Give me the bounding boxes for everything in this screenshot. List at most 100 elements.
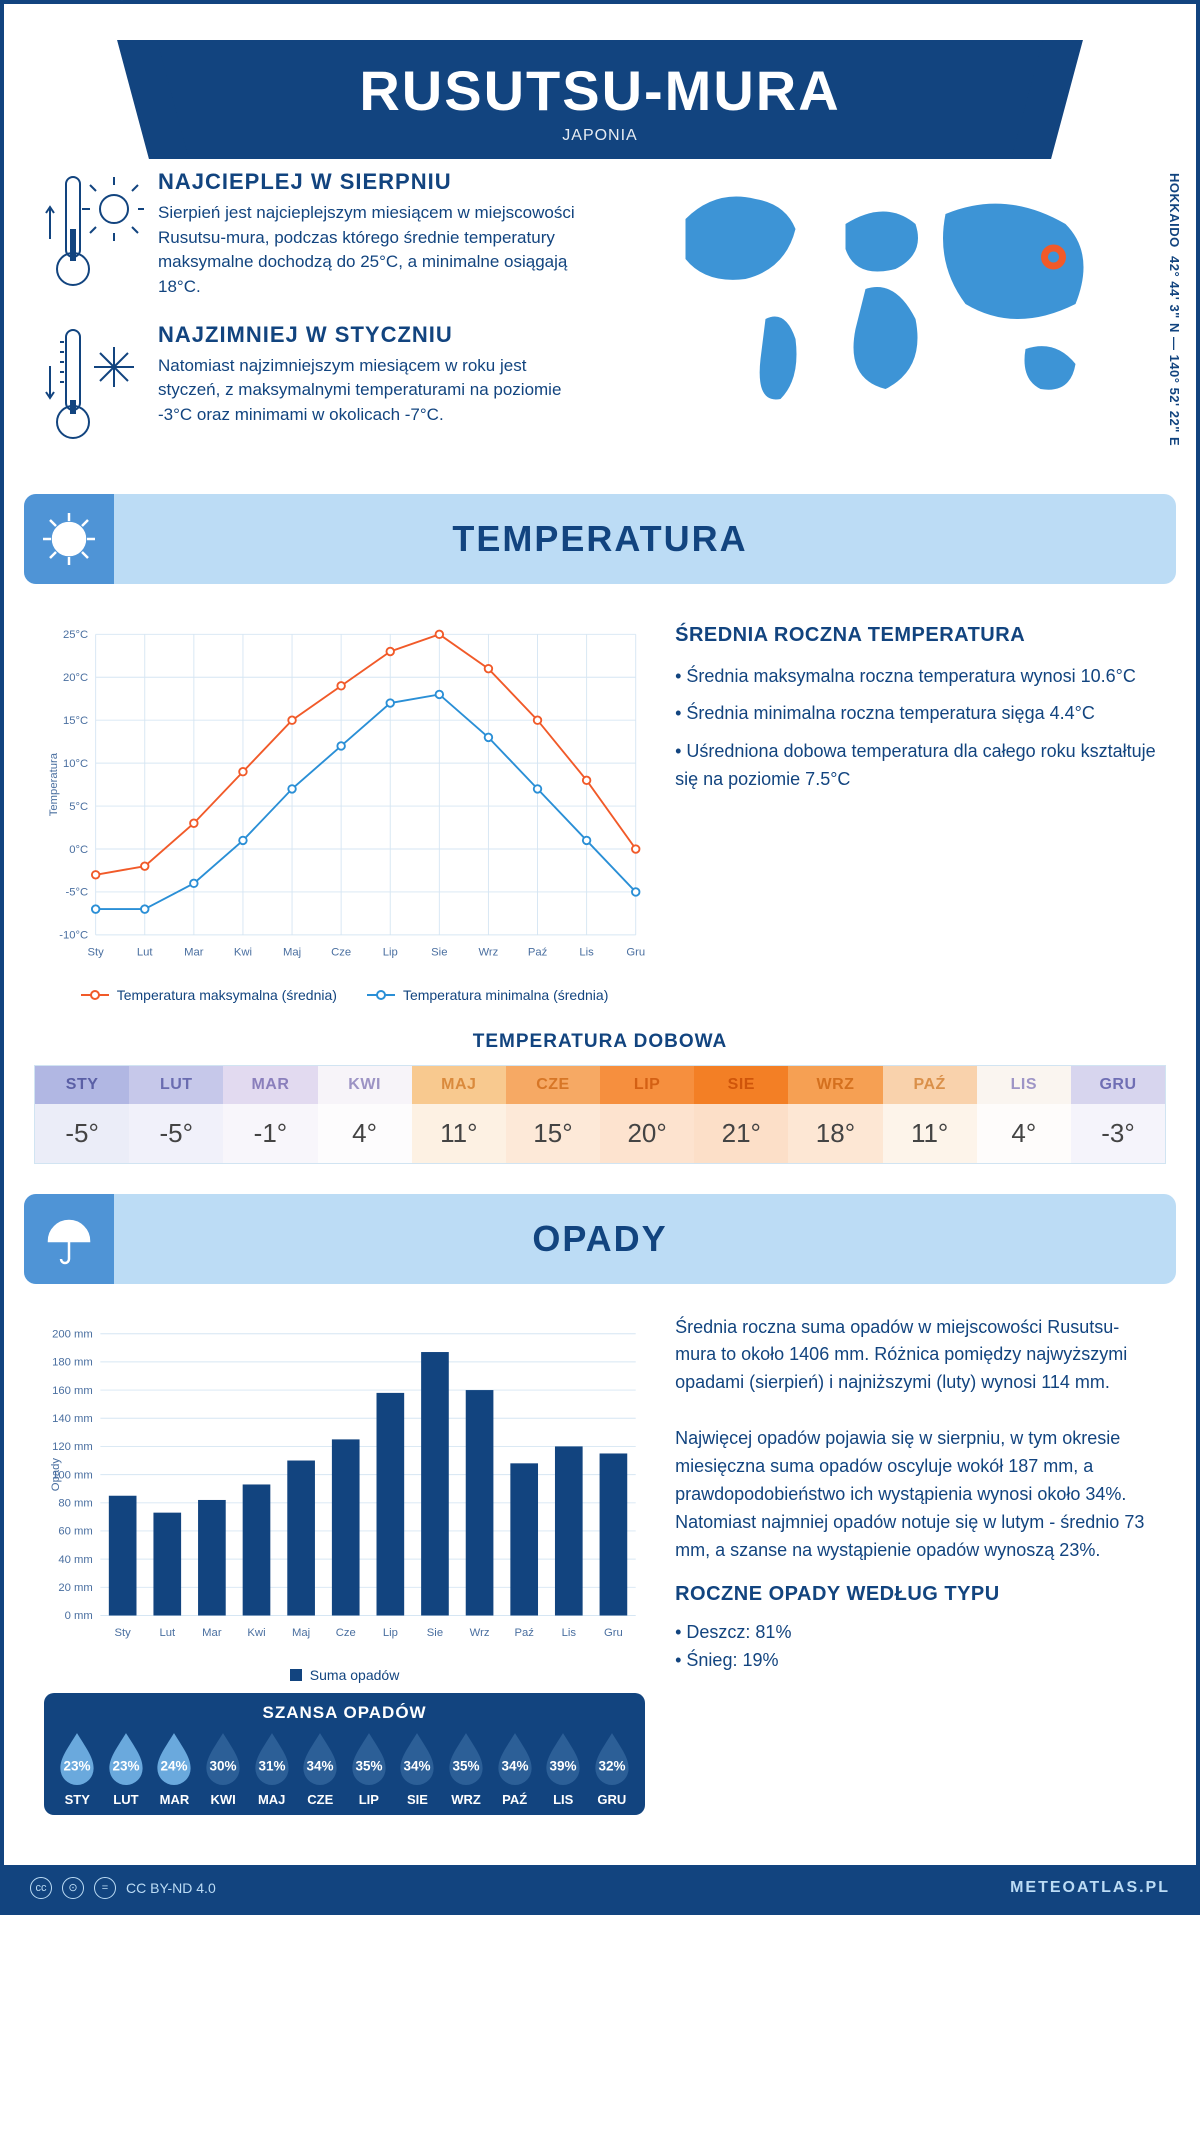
svg-text:0°C: 0°C <box>69 843 88 855</box>
precip-chance-drop: 34%SIE <box>396 1731 439 1807</box>
svg-text:32%: 32% <box>598 1758 625 1773</box>
svg-text:31%: 31% <box>258 1758 285 1773</box>
svg-text:-5°C: -5°C <box>65 886 88 898</box>
svg-text:200 mm: 200 mm <box>52 1328 93 1340</box>
svg-text:23%: 23% <box>112 1758 139 1773</box>
svg-text:Opady: Opady <box>50 1457 62 1491</box>
svg-text:10°C: 10°C <box>63 757 88 769</box>
wind-icon <box>22 0 152 4</box>
daily-temp-cell: LIP20° <box>600 1066 694 1163</box>
svg-text:Cze: Cze <box>331 946 351 958</box>
svg-text:-10°C: -10°C <box>59 929 88 941</box>
precip-chance-drop: 30%KWI <box>202 1731 245 1807</box>
svg-text:Sie: Sie <box>427 1627 443 1639</box>
svg-text:35%: 35% <box>355 1758 382 1773</box>
svg-text:120 mm: 120 mm <box>52 1441 93 1453</box>
temperature-line-chart: -10°C -5°C 0°C 5°C 10°C 15°C 20°C 25°C Sty Lut Mar… <box>44 614 645 974</box>
annual-temp-list: • Średnia maksymalna roczna temperatura … <box>675 663 1156 795</box>
svg-text:Kwi: Kwi <box>234 946 252 958</box>
coldest-title: NAJZIMNIEJ W STYCZNIU <box>158 322 585 348</box>
daily-temp-cell: GRU-3° <box>1071 1066 1165 1163</box>
page-footer: cc⊙= CC BY-ND 4.0 METEOATLAS.PL <box>4 1865 1196 1911</box>
coldest-text: Natomiast najzimniejszym miesiącem w rok… <box>158 354 585 428</box>
svg-text:140 mm: 140 mm <box>52 1413 93 1425</box>
page-header: RUSUTSU-MURA JAPONIA <box>153 40 1047 159</box>
coordinates: HOKKAIDO 42° 44' 3" N — 140° 52' 22" E <box>1167 173 1182 446</box>
daily-temp-cell: SIE21° <box>694 1066 788 1163</box>
daily-temp-cell: KWI4° <box>318 1066 412 1163</box>
svg-text:Mar: Mar <box>184 946 204 958</box>
precip-chance-drop: 34%CZE <box>299 1731 342 1807</box>
legend-max: Temperatura maksymalna (średnia) <box>81 987 337 1003</box>
svg-text:Lis: Lis <box>562 1627 577 1639</box>
legend-precip: Suma opadów <box>290 1667 400 1683</box>
warmest-text: Sierpień jest najcieplejszym miesiącem w… <box>158 201 585 300</box>
svg-text:Lut: Lut <box>137 946 154 958</box>
svg-text:Mar: Mar <box>202 1627 222 1639</box>
annual-temp-item: • Uśredniona dobowa temperatura dla całe… <box>675 738 1156 794</box>
svg-text:Gru: Gru <box>604 1627 623 1639</box>
svg-text:Cze: Cze <box>336 1627 356 1639</box>
svg-text:5°C: 5°C <box>69 800 88 812</box>
svg-text:Sty: Sty <box>88 946 105 958</box>
svg-text:35%: 35% <box>453 1758 480 1773</box>
svg-text:Sty: Sty <box>115 1627 132 1639</box>
license-badge: cc⊙= CC BY-ND 4.0 <box>30 1877 216 1899</box>
svg-text:24%: 24% <box>161 1758 188 1773</box>
warmest-block: NAJCIEPLEJ W SIERPNIU Sierpień jest najc… <box>44 169 585 300</box>
svg-text:34%: 34% <box>307 1758 334 1773</box>
svg-text:Maj: Maj <box>283 946 301 958</box>
precip-chance-drop: 34%PAŹ <box>493 1731 536 1807</box>
daily-temp-title: TEMPERATURA DOBOWA <box>4 1023 1196 1065</box>
precip-text-2: Najwięcej opadów pojawia się w sierpniu,… <box>675 1425 1156 1564</box>
annual-temp-item: • Średnia minimalna roczna temperatura s… <box>675 700 1156 728</box>
annual-temp-item: • Średnia maksymalna roczna temperatura … <box>675 663 1156 691</box>
svg-text:60 mm: 60 mm <box>58 1525 92 1537</box>
precipitation-bar-chart: 0 mm20 mm40 mm60 mm80 mm100 mm120 mm140 … <box>44 1314 645 1654</box>
svg-text:Gru: Gru <box>626 946 645 958</box>
daily-temp-table: STY-5°LUT-5°MAR-1°KWI4°MAJ11°CZE15°LIP20… <box>34 1065 1166 1164</box>
precip-chance-drop: 35%WRZ <box>445 1731 488 1807</box>
coldest-block: NAJZIMNIEJ W STYCZNIU Natomiast najzimni… <box>44 322 585 452</box>
precip-type-item: • Deszcz: 81% <box>675 1618 1156 1647</box>
precipitation-section-header: OPADY <box>24 1194 1176 1284</box>
precip-text-1: Średnia roczna suma opadów w miejscowośc… <box>675 1314 1156 1398</box>
daily-temp-cell: MAJ11° <box>412 1066 506 1163</box>
world-map: HOKKAIDO 42° 44' 3" N — 140° 52' 22" E <box>615 169 1156 474</box>
legend-min: Temperatura minimalna (średnia) <box>367 987 608 1003</box>
precip-chance-drop: 23%STY <box>56 1731 99 1807</box>
precip-chance-drop: 39%LIS <box>542 1731 585 1807</box>
daily-temp-cell: MAR-1° <box>223 1066 317 1163</box>
sun-icon <box>39 509 99 569</box>
svg-text:20°C: 20°C <box>63 672 88 684</box>
precip-chance-drop: 31%MAJ <box>250 1731 293 1807</box>
thermometer-hot-icon <box>44 169 144 299</box>
precip-type-title: ROCZNE OPADY WEDŁUG TYPU <box>675 1579 1156 1610</box>
precip-chance-drop: 23%LUT <box>105 1731 148 1807</box>
svg-text:Kwi: Kwi <box>247 1627 265 1639</box>
daily-temp-cell: LIS4° <box>977 1066 1071 1163</box>
svg-text:Wrz: Wrz <box>470 1627 490 1639</box>
daily-temp-cell: PAŹ11° <box>883 1066 977 1163</box>
daily-temp-cell: WRZ18° <box>788 1066 882 1163</box>
thermometer-cold-icon <box>44 322 144 452</box>
svg-text:25°C: 25°C <box>63 629 88 641</box>
precip-type-item: • Śnieg: 19% <box>675 1646 1156 1675</box>
svg-text:Lis: Lis <box>579 946 594 958</box>
svg-text:15°C: 15°C <box>63 715 88 727</box>
svg-text:34%: 34% <box>404 1758 431 1773</box>
annual-temp-title: ŚREDNIA ROCZNA TEMPERATURA <box>675 620 1156 651</box>
svg-text:0 mm: 0 mm <box>65 1610 93 1622</box>
wind-icon <box>1048 0 1178 4</box>
precip-chance-drop: 32%GRU <box>591 1731 634 1807</box>
svg-text:160 mm: 160 mm <box>52 1384 93 1396</box>
precip-type-list: • Deszcz: 81%• Śnieg: 19% <box>675 1618 1156 1676</box>
svg-text:Lip: Lip <box>383 946 398 958</box>
svg-text:Temperatura: Temperatura <box>48 752 60 816</box>
svg-text:80 mm: 80 mm <box>58 1497 92 1509</box>
daily-temp-cell: CZE15° <box>506 1066 600 1163</box>
svg-text:34%: 34% <box>501 1758 528 1773</box>
daily-temp-cell: LUT-5° <box>129 1066 223 1163</box>
umbrella-icon <box>41 1211 97 1267</box>
location-title: RUSUTSU-MURA <box>153 58 1047 123</box>
